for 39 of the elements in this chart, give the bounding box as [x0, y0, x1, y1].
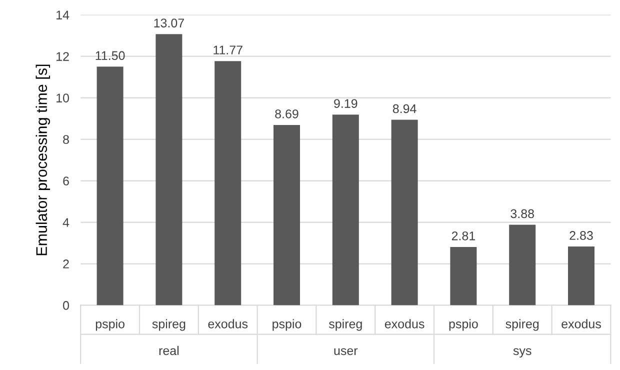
- y-tick-label: 8: [63, 135, 69, 144]
- text: user: [334, 348, 358, 356]
- x-tick-label: exodus: [384, 319, 424, 328]
- y-tick-label: 12: [56, 52, 69, 61]
- bar: [332, 114, 359, 306]
- bar: [509, 224, 536, 306]
- data-label: 9.19: [334, 99, 358, 108]
- x-tick-label: pspio: [96, 319, 124, 331]
- x-tick-label: exodus: [562, 319, 601, 328]
- bar: [391, 120, 418, 306]
- x-tick-label: spireg: [506, 319, 539, 331]
- bar: [96, 66, 124, 306]
- data-label: 11.77: [214, 46, 242, 54]
- y-axis-title: Emulator processing time [s]: [36, 64, 50, 256]
- y-tick-label: 2: [63, 260, 69, 268]
- data-label: 8.69: [275, 109, 298, 118]
- y-tick-label: 10: [56, 94, 69, 102]
- y-tick-label: 4: [62, 218, 70, 227]
- data-label: 11.50: [96, 51, 125, 60]
- data-label: 2.81: [452, 231, 476, 240]
- y-tick-label: 14: [56, 10, 70, 20]
- data-label: 2.83: [570, 231, 593, 240]
- bar: [568, 246, 595, 306]
- y-tick-label: 6: [63, 176, 69, 186]
- x-tick-label: exodus: [208, 319, 248, 328]
- bar: [156, 34, 182, 306]
- x-tick-label: pspio: [449, 319, 478, 331]
- text: real: [159, 346, 179, 356]
- data-label: 3.88: [510, 209, 534, 218]
- x-tick-label: spireg: [328, 319, 362, 331]
- data-label: 8.94: [392, 104, 416, 114]
- bar: [214, 61, 242, 306]
- data-label: 13.07: [154, 18, 184, 28]
- bar: [274, 124, 300, 306]
- y-tick-label: 0: [63, 301, 69, 310]
- text: sys: [513, 348, 532, 358]
- x-tick-label: spireg: [152, 319, 186, 331]
- bar: [450, 246, 477, 306]
- x-tick-label: pspio: [272, 319, 302, 331]
